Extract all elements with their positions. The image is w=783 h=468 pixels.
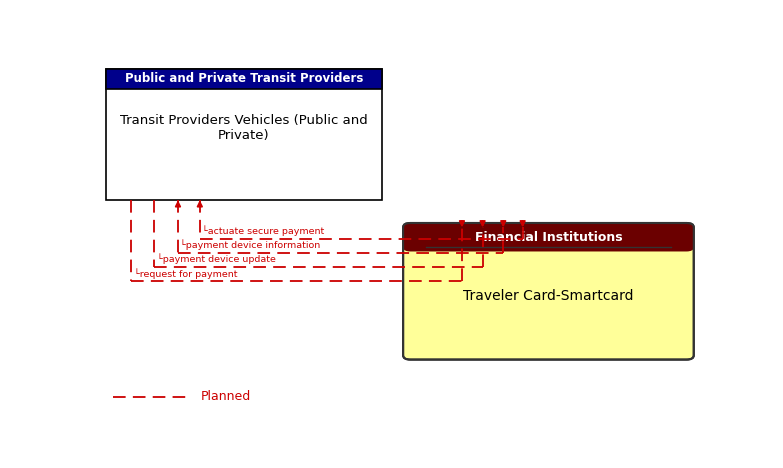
Bar xyxy=(411,238,686,247)
Text: Financial Institutions: Financial Institutions xyxy=(474,231,622,244)
Text: └payment device update: └payment device update xyxy=(157,253,276,264)
Text: └request for payment: └request for payment xyxy=(134,268,237,278)
FancyBboxPatch shape xyxy=(403,223,694,251)
FancyBboxPatch shape xyxy=(403,223,694,359)
Text: Planned: Planned xyxy=(201,390,251,403)
Text: Public and Private Transit Providers: Public and Private Transit Providers xyxy=(124,72,363,85)
Text: Traveler Card-Smartcard: Traveler Card-Smartcard xyxy=(464,289,633,303)
Text: Transit Providers Vehicles (Public and
Private): Transit Providers Vehicles (Public and P… xyxy=(120,114,368,142)
Bar xyxy=(106,69,382,88)
Text: └actuate secure payment: └actuate secure payment xyxy=(202,226,324,236)
Bar xyxy=(106,69,382,200)
Text: └payment device information: └payment device information xyxy=(180,240,321,250)
